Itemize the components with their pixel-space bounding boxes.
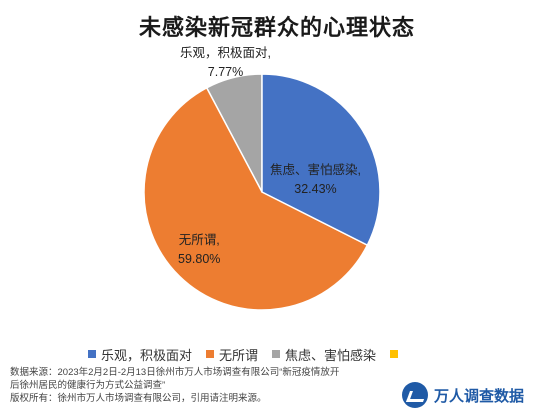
legend-item: 乐观，积极面对 [88, 345, 192, 364]
brand-name: 万人调查数据 [434, 387, 525, 405]
legend-item: 无所谓 [206, 345, 258, 364]
legend-item [390, 350, 403, 358]
legend-label: 焦虑、害怕感染 [285, 347, 377, 363]
pie-slice-indifferent [143, 86, 369, 311]
footnote-line: 版权所有：徐州市万人市场调查有限公司，引用请注明来源。 [10, 393, 267, 404]
pie-chart [143, 73, 381, 311]
slice-label-value: 32.43% [294, 182, 337, 196]
legend-label: 无所谓 [219, 347, 259, 363]
slice-label-name: 无所谓, [178, 233, 220, 247]
pie-slice-anxious [261, 73, 381, 247]
slice-label-name: 乐观，积极面对, [180, 46, 271, 60]
brand-logo: 万人调查数据 [402, 382, 524, 408]
slice-label-optimistic: 乐观，积极面对, 7.77% [180, 44, 271, 82]
legend-swatch [206, 350, 215, 358]
footnote-line: 数据来源：2023年2月2日-2月13日徐州市万人市场调查有限公司“新冠疫情放开 [10, 367, 340, 378]
source-footnote: 数据来源：2023年2月2日-2月13日徐州市万人市场调查有限公司“新冠疫情放开… [10, 366, 400, 405]
legend-swatch [390, 350, 399, 358]
slice-label-name: 焦虑、害怕感染, [270, 163, 361, 177]
slice-label-value: 7.77% [207, 65, 244, 79]
slice-label-indifferent: 无所谓, 59.80% [178, 231, 220, 269]
chart-title: 未感染新冠群众的心理状态 [138, 15, 415, 40]
legend-label: 乐观，积极面对 [101, 347, 193, 363]
legend-swatch [88, 350, 96, 358]
slice-label-value: 59.80% [178, 252, 221, 266]
legend: 乐观，积极面对 无所谓 焦虑、害怕感染 [88, 345, 403, 363]
footnote-line: 后徐州居民的健康行为方式公益调查” [10, 380, 166, 391]
legend-swatch [272, 350, 281, 358]
brand-mark-icon [402, 382, 428, 408]
slice-label-anxious: 焦虑、害怕感染, 32.43% [270, 161, 361, 199]
legend-item: 焦虑、害怕感染 [272, 345, 376, 364]
